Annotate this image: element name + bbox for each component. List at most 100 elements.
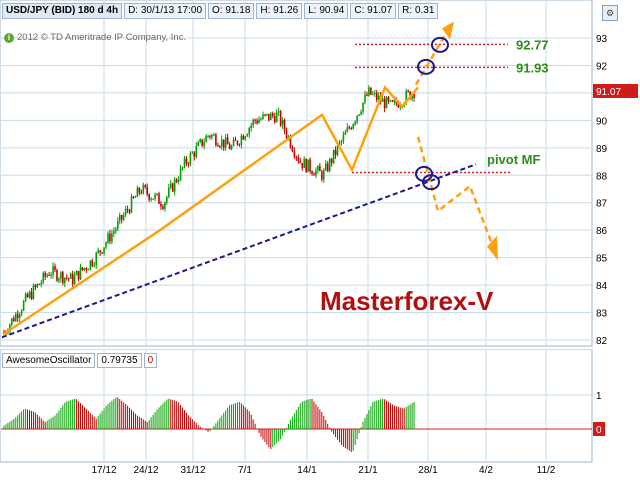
watermark-text: Masterforex-V <box>320 286 494 316</box>
candle <box>126 205 129 214</box>
candle-body <box>116 220 119 229</box>
candle-body <box>295 156 298 158</box>
candle <box>242 134 245 140</box>
oscillator-chart[interactable]: 1 0 17/12 24/12 31/12 7/1 14/1 21/1 28/1 4/2 11/2 <box>0 348 640 480</box>
candle <box>166 195 168 205</box>
oscillator-header: AwesomeOscillator 0.79735 0 <box>2 353 158 368</box>
candle <box>324 160 327 172</box>
symbol-label[interactable]: USD/JPY (BID) 180 d 4h <box>2 3 123 19</box>
candle <box>103 247 105 256</box>
candle <box>89 260 92 271</box>
candle <box>209 134 211 140</box>
price-tick-label: 83 <box>596 309 608 320</box>
candle <box>354 120 356 127</box>
candle <box>334 146 337 160</box>
oscillator-name[interactable]: AwesomeOscillator <box>2 353 96 368</box>
candle <box>44 270 46 281</box>
date-readout: D: 30/1/13 17:00 <box>124 3 207 19</box>
candle-body <box>211 134 213 138</box>
candle <box>291 145 294 153</box>
candle <box>230 144 233 151</box>
candle <box>279 109 282 127</box>
candle <box>244 135 247 141</box>
candle-body <box>30 291 33 299</box>
candle-body <box>142 184 145 194</box>
candle <box>38 283 41 285</box>
candle-body <box>175 179 178 182</box>
candle-body <box>266 113 268 115</box>
candle <box>297 154 300 164</box>
candle <box>389 100 392 102</box>
candle-body <box>22 301 25 311</box>
candle-body <box>252 119 254 125</box>
candle-body <box>126 209 129 211</box>
candle-body <box>213 134 215 136</box>
candle <box>246 133 249 137</box>
range-readout: R: 0.31 <box>398 3 439 19</box>
candle <box>28 290 31 299</box>
candle-body <box>283 120 286 131</box>
candle <box>201 139 203 148</box>
oscillator-pane[interactable]: 1 0 17/12 24/12 31/12 7/1 14/1 21/1 28/1 4/2 11/2… <box>0 348 640 480</box>
candle <box>150 197 152 202</box>
candle <box>234 136 237 141</box>
candle <box>328 157 331 173</box>
candle-body <box>344 132 347 135</box>
candle <box>164 201 166 212</box>
open-readout: O: 91.18 <box>208 3 255 19</box>
current-price-marker <box>593 83 638 98</box>
candle <box>105 241 107 250</box>
candle <box>187 161 190 168</box>
candle-body <box>368 87 370 96</box>
candle <box>87 268 90 271</box>
candle-body <box>285 130 288 139</box>
candle <box>336 144 339 157</box>
candle-body <box>173 179 176 192</box>
projection-down-arrowhead <box>487 235 498 261</box>
candle-body <box>260 118 262 120</box>
osc-zero-label: 0 <box>596 425 602 436</box>
candle-body <box>346 127 349 133</box>
candle-body <box>317 166 319 171</box>
candle <box>254 118 256 124</box>
candle-body <box>158 193 160 204</box>
candle-body <box>166 196 168 203</box>
time-tick-label: 24/12 <box>133 465 158 476</box>
low-readout: L: 90.94 <box>304 3 349 19</box>
candle-body <box>268 113 270 120</box>
candle-body <box>413 93 415 98</box>
candle <box>270 112 272 121</box>
support-trendline <box>1 163 477 339</box>
candle <box>13 315 15 322</box>
candle-body <box>397 103 400 108</box>
candle <box>258 116 260 124</box>
candle-body <box>372 93 374 95</box>
price-tick-label: 85 <box>596 254 608 265</box>
candle-body <box>362 102 364 112</box>
candle <box>107 231 109 245</box>
candle-body <box>273 116 276 123</box>
candle-body <box>67 278 70 280</box>
candle-body <box>246 134 249 137</box>
target-high-label: 92.77 <box>516 37 549 52</box>
candle <box>228 141 231 150</box>
candle-body <box>87 269 90 271</box>
candle <box>199 137 201 144</box>
candle <box>217 142 219 147</box>
candle <box>95 251 98 270</box>
candle <box>277 107 280 117</box>
candle-body <box>244 136 247 140</box>
candle-body <box>132 196 135 198</box>
candle <box>191 151 194 154</box>
candle-body <box>128 210 131 213</box>
candle <box>83 267 86 272</box>
candle <box>219 144 221 149</box>
price-tick-label: 90 <box>596 116 608 127</box>
candle-body <box>34 285 37 288</box>
candle <box>250 122 252 132</box>
settings-gear-icon[interactable]: ⚙ <box>602 5 618 21</box>
candle-body <box>130 196 133 213</box>
candle-body <box>138 187 141 193</box>
